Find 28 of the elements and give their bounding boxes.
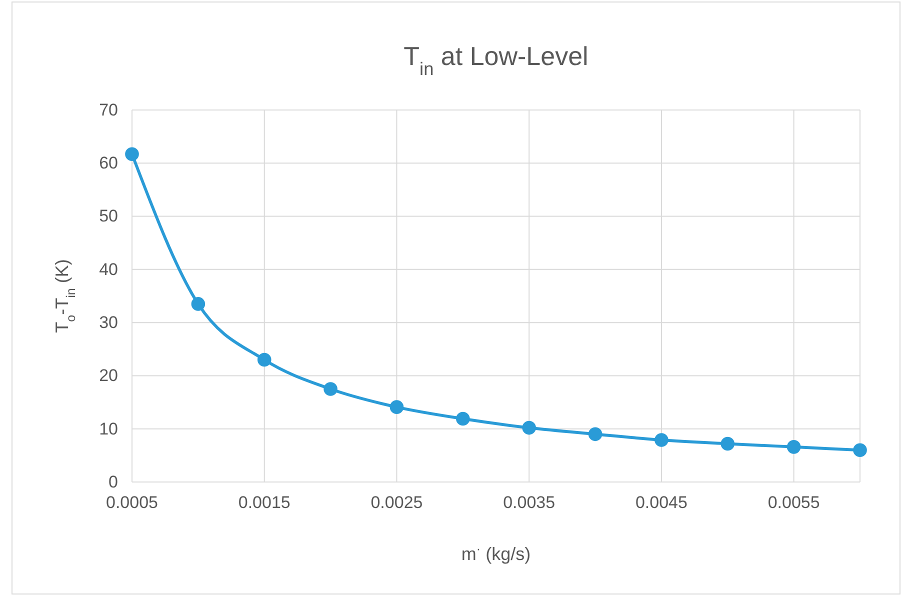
y-tick-label: 0 <box>108 472 118 492</box>
point <box>522 420 536 435</box>
y-tick-label: 70 <box>99 100 118 120</box>
point <box>125 147 139 162</box>
point <box>588 427 602 442</box>
x-tick-label: 0.0005 <box>106 493 158 512</box>
point <box>720 436 735 451</box>
y-tick-label: 50 <box>99 206 118 226</box>
point <box>654 433 668 447</box>
chart-title: T$_{in}$ at Low-Level <box>404 41 588 79</box>
y-tick-label: 30 <box>99 313 118 332</box>
point <box>786 440 801 454</box>
x-tick-label: 0.0055 <box>768 493 820 512</box>
point <box>324 382 338 396</box>
y-tick-label: 60 <box>99 154 118 173</box>
point <box>191 297 206 311</box>
x-tick-label: 0.0045 <box>635 493 688 512</box>
point <box>456 412 470 426</box>
x-tick-label: 0.0035 <box>503 493 556 512</box>
x-tick-label: 0.0015 <box>238 493 290 512</box>
x-axis-title: m$^{·}$ (kg/s) <box>461 542 531 564</box>
point <box>257 352 272 367</box>
y-tick-label: 10 <box>99 419 118 438</box>
y-tick-label: 20 <box>99 366 118 386</box>
point <box>853 443 867 458</box>
y-tick-label: 40 <box>99 260 118 279</box>
point <box>390 400 404 414</box>
x-tick-label: 0.0025 <box>370 493 423 512</box>
